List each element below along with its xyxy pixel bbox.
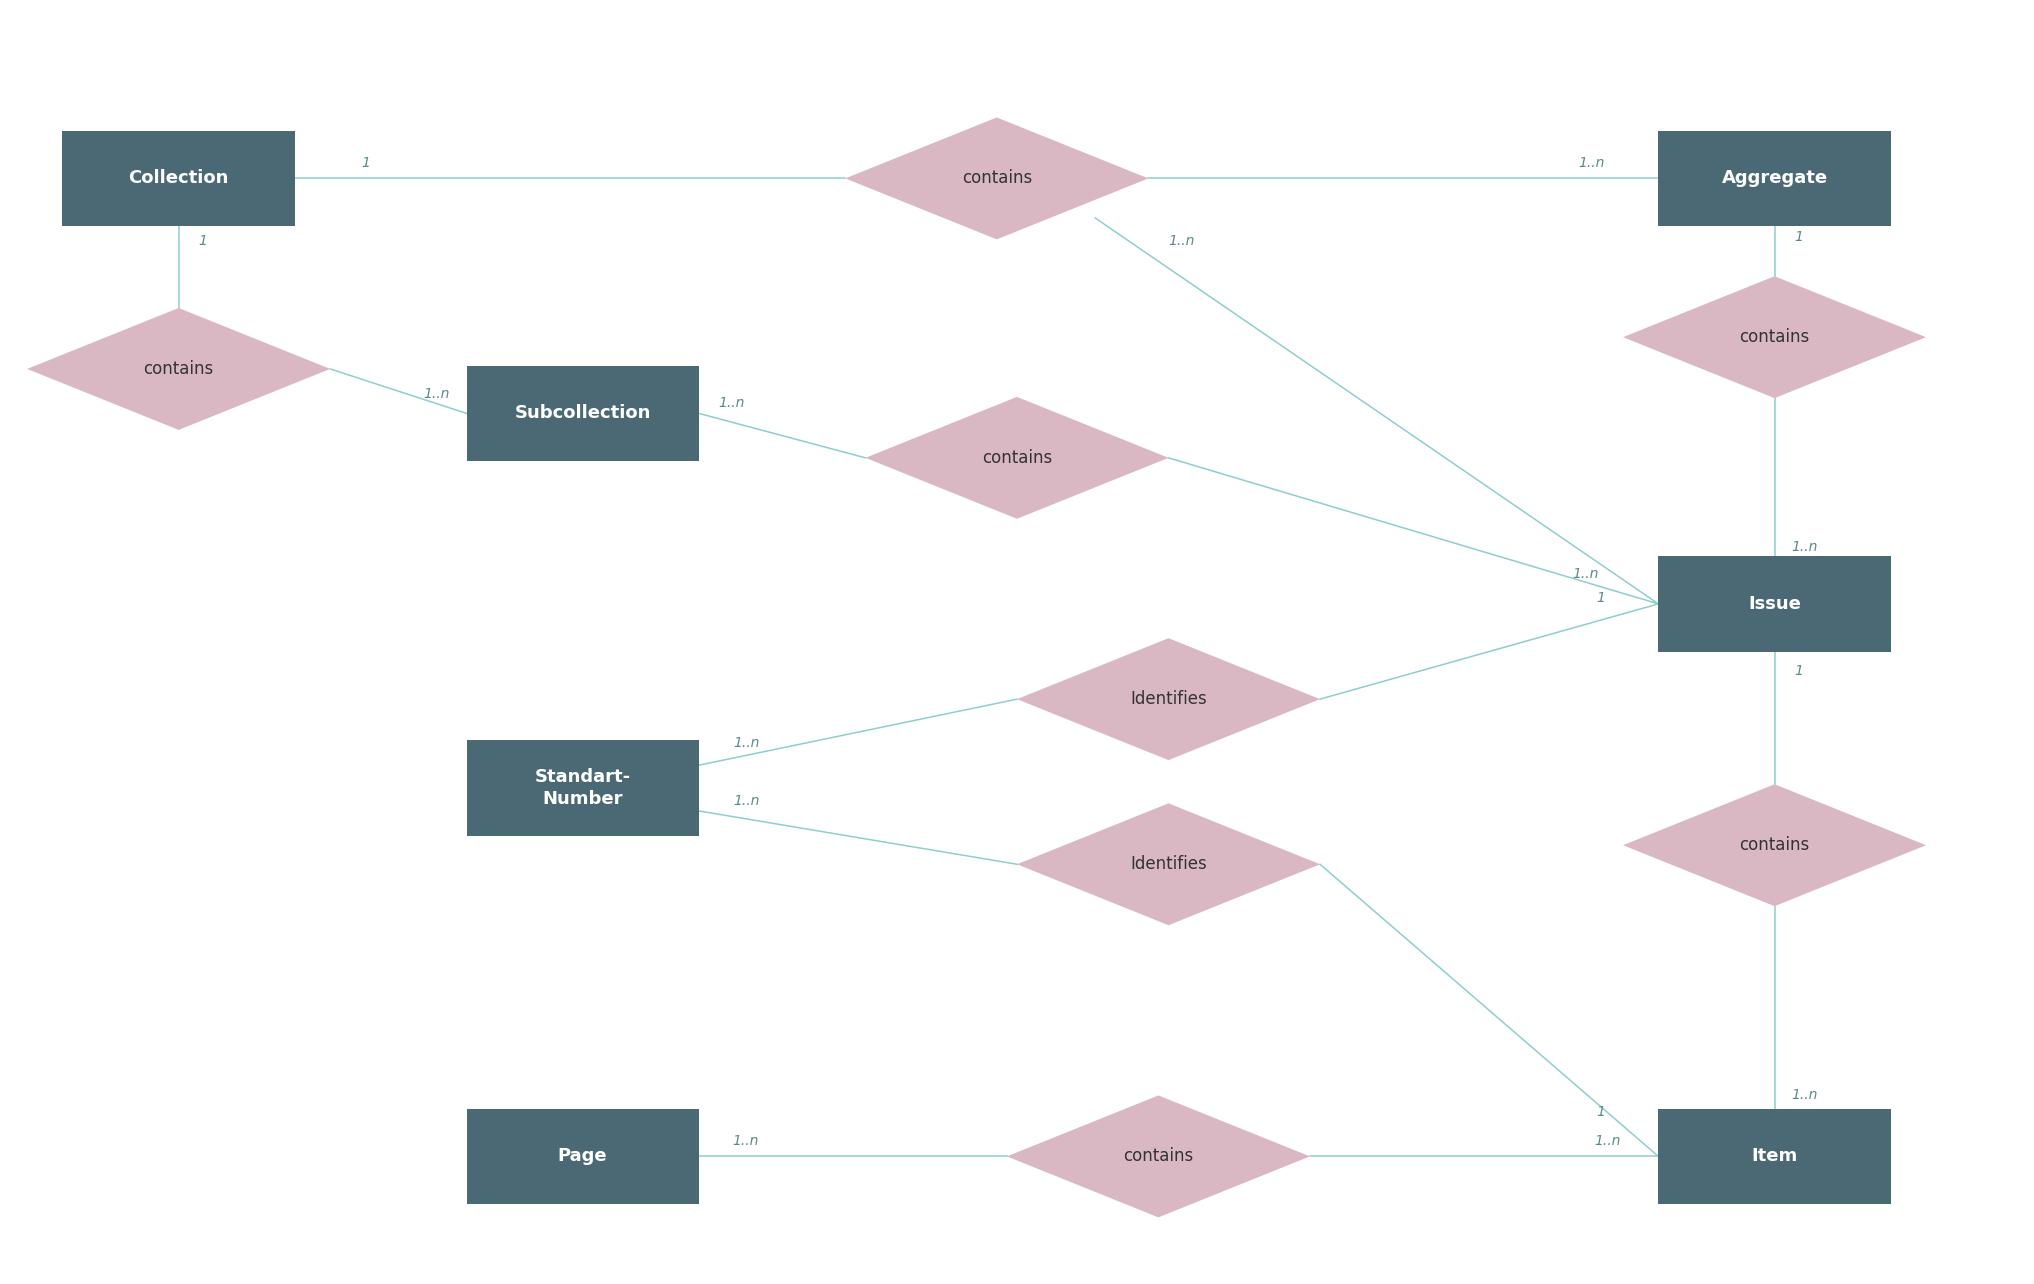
Text: contains: contains [1739, 836, 1810, 854]
Polygon shape [1623, 276, 1926, 398]
Text: Issue: Issue [1747, 594, 1800, 612]
Text: contains: contains [1739, 329, 1810, 347]
Text: Identifies: Identifies [1131, 855, 1206, 873]
Text: Identifies: Identifies [1131, 691, 1206, 709]
FancyBboxPatch shape [466, 366, 700, 461]
Text: 1..n: 1..n [423, 386, 450, 401]
FancyBboxPatch shape [466, 1109, 700, 1204]
Text: 1..n: 1..n [734, 736, 761, 750]
Polygon shape [1017, 638, 1320, 760]
FancyBboxPatch shape [1658, 556, 1892, 651]
Polygon shape [1017, 804, 1320, 926]
Text: 1: 1 [1794, 230, 1804, 244]
Text: 1..n: 1..n [734, 794, 761, 808]
Text: 1..n: 1..n [718, 395, 744, 410]
FancyBboxPatch shape [1658, 131, 1892, 226]
Text: contains: contains [144, 360, 214, 377]
Text: 1: 1 [362, 157, 370, 171]
Text: 1..n: 1..n [1792, 539, 1818, 553]
Polygon shape [26, 308, 330, 430]
Text: Collection: Collection [128, 169, 230, 187]
Text: 1: 1 [1794, 664, 1804, 678]
Text: 1..n: 1..n [1578, 157, 1605, 171]
Text: 1: 1 [199, 234, 207, 248]
FancyBboxPatch shape [466, 741, 700, 836]
Text: Item: Item [1751, 1148, 1798, 1166]
Text: 1..n: 1..n [1595, 1134, 1621, 1148]
Text: 1..n: 1..n [732, 1134, 759, 1148]
Text: 1..n: 1..n [1792, 1088, 1818, 1102]
Text: 1: 1 [1597, 591, 1605, 605]
FancyBboxPatch shape [1658, 1109, 1892, 1204]
Polygon shape [1623, 785, 1926, 907]
Polygon shape [1007, 1095, 1310, 1217]
Polygon shape [866, 397, 1168, 519]
Text: 1: 1 [1597, 1106, 1605, 1118]
Text: Page: Page [557, 1148, 608, 1166]
Text: Standart-
Number: Standart- Number [535, 768, 631, 808]
Text: contains: contains [962, 169, 1031, 187]
Text: contains: contains [1123, 1148, 1194, 1166]
Text: Subcollection: Subcollection [515, 404, 651, 422]
Text: Aggregate: Aggregate [1721, 169, 1829, 187]
FancyBboxPatch shape [63, 131, 295, 226]
Text: 1..n: 1..n [1572, 568, 1599, 582]
Text: contains: contains [982, 449, 1052, 467]
Polygon shape [846, 117, 1149, 239]
Text: 1..n: 1..n [1170, 235, 1196, 248]
